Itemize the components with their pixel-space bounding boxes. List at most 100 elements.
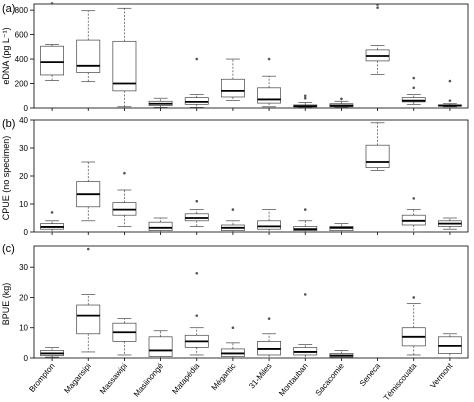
box-vermont [437, 217, 462, 230]
box-brompton [40, 211, 65, 233]
x-axis-category-labels: Brompton Magansipi Massawipi Masiinongé Mata… [27, 361, 455, 402]
plot-frame [33, 3, 469, 109]
box-t-miscouata [401, 197, 426, 233]
y-tick-label: 20 [19, 293, 28, 302]
x-category-label: Magansipi [62, 361, 92, 395]
box-iqr [257, 87, 282, 104]
plot-frame [33, 245, 469, 359]
y-tick-label: 0 [24, 354, 29, 363]
box-matap-dia [184, 271, 209, 356]
box-sacacomie [329, 97, 354, 108]
box-matap-dia [184, 57, 209, 108]
box-iqr [76, 39, 101, 73]
x-category-label: Vermont [428, 361, 455, 390]
y-tick-label: 40 [19, 116, 28, 125]
box-montauban [293, 208, 318, 233]
box-magansipi [76, 161, 101, 222]
x-category-label: Sacacomie [314, 361, 347, 398]
box-31-miles [257, 317, 282, 359]
y-axis-label-c: BPUE (kg) [1, 283, 11, 326]
y-tick-label: 600 [15, 31, 29, 40]
outlier-point [267, 317, 271, 320]
y-tick-label: 10 [19, 200, 28, 209]
outlier-point [412, 86, 416, 90]
box-iqr [401, 97, 426, 103]
outlier-point [376, 3, 379, 6]
outlier-point [303, 94, 307, 98]
box-masiinong- [148, 217, 173, 233]
box-31-miles [257, 57, 282, 108]
y-tick-label: 0 [24, 104, 29, 113]
outlier-point [448, 99, 452, 102]
outlier-point [231, 208, 235, 211]
box-iqr [365, 144, 390, 168]
x-category-label: Mégantic [210, 362, 238, 393]
box-sacacomie [329, 350, 354, 359]
outlier-point [412, 296, 416, 299]
x-category-label: Brompton [27, 362, 56, 394]
x-category-label: 31-Miles [247, 362, 273, 391]
box-masiinong- [148, 97, 173, 108]
y-tick-label: 400 [15, 55, 29, 64]
box-iqr [220, 78, 245, 98]
box-iqr [184, 97, 209, 105]
box-brompton [40, 347, 65, 358]
x-category-label: Masiinongé [132, 361, 166, 399]
box-vermont [437, 333, 462, 359]
x-category-label: Massawipi [98, 361, 129, 396]
box-massawipi [112, 318, 137, 356]
outlier-point [412, 197, 416, 200]
y-tick-label: 20 [19, 172, 28, 181]
outlier-point [50, 211, 54, 214]
outlier-point [50, 2, 54, 5]
box-m-gantic [220, 208, 245, 233]
box-m-gantic [220, 326, 245, 359]
x-category-label: Montauban [277, 362, 310, 398]
box-sacacomie [329, 223, 354, 233]
outlier-point [86, 247, 90, 251]
panel-label-a: (a) [2, 3, 15, 15]
outlier-point [376, 6, 379, 9]
box-seneca [365, 122, 390, 171]
outlier-point [195, 314, 199, 317]
box-brompton [40, 2, 65, 81]
box-t-miscouata [401, 296, 426, 356]
y-tick-label: 200 [15, 80, 29, 89]
box-iqr [148, 336, 173, 357]
y-axis-label-a: eDNA (pg L⁻¹) [1, 27, 11, 84]
x-category-label: Matapédia [170, 361, 201, 396]
box-seneca [365, 3, 390, 75]
panel-label-b: (b) [2, 118, 15, 130]
outlier-point [267, 57, 271, 61]
box-iqr [257, 220, 282, 230]
box-iqr [112, 40, 137, 92]
outlier-point [123, 171, 126, 175]
panel-a: (a) eDNA (pg L⁻¹) 0 200 400 600 800 [1, 2, 469, 113]
box-m-gantic [220, 58, 245, 102]
box-massawipi [112, 7, 137, 108]
y-tick-label: 10 [19, 324, 28, 333]
box-magansipi [76, 10, 101, 83]
box-montauban [293, 293, 318, 359]
box-vermont [437, 79, 462, 108]
outlier-point [195, 199, 199, 203]
panel-c: (c) BPUE (kg) 0 10 20 30 [1, 243, 469, 363]
outlier-point [195, 57, 199, 61]
box-massawipi [112, 171, 137, 227]
panel-label-c: (c) [2, 243, 15, 255]
box-iqr [40, 45, 65, 76]
box-magansipi [76, 247, 101, 353]
y-tick-label: 30 [19, 144, 28, 153]
outlier-point [303, 208, 307, 211]
box-iqr [148, 221, 173, 231]
outlier-point [448, 79, 452, 83]
x-category-label: Seneca [358, 361, 383, 388]
outlier-point [303, 293, 307, 296]
y-axis-label-b: CPUE (no specimen) [1, 136, 11, 221]
outlier-point [231, 326, 235, 330]
y-tick-label: 0 [24, 228, 29, 237]
box-t-miscouata [401, 76, 426, 105]
box-matap-dia [184, 199, 209, 227]
y-tick-label: 800 [15, 6, 29, 15]
